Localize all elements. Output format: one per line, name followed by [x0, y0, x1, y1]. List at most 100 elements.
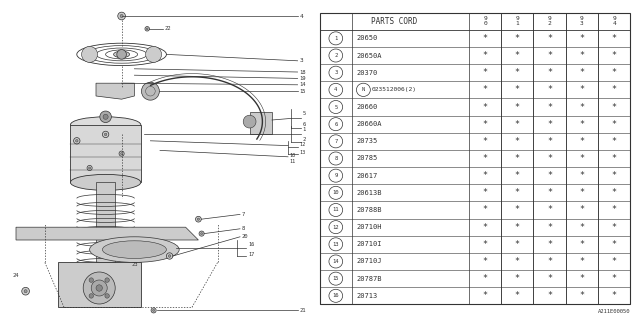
Text: 20613B: 20613B	[356, 190, 382, 196]
Ellipse shape	[70, 174, 141, 190]
Text: *: *	[547, 68, 552, 77]
Text: 7: 7	[242, 212, 245, 217]
Circle shape	[96, 285, 102, 291]
Text: 5: 5	[303, 111, 306, 116]
Text: 12: 12	[300, 141, 305, 147]
Text: 20660A: 20660A	[356, 121, 382, 127]
Circle shape	[199, 231, 204, 236]
Text: 20710H: 20710H	[356, 224, 382, 230]
Bar	[58, 262, 141, 307]
Text: 10: 10	[290, 153, 296, 158]
Text: 15: 15	[333, 276, 339, 281]
Circle shape	[197, 218, 200, 220]
Text: *: *	[483, 68, 488, 77]
Text: *: *	[612, 291, 617, 300]
Text: 14: 14	[333, 259, 339, 264]
Text: *: *	[579, 68, 584, 77]
Text: *: *	[483, 274, 488, 283]
Text: 2: 2	[334, 53, 337, 58]
Circle shape	[24, 290, 27, 293]
Text: 20: 20	[242, 234, 248, 239]
Text: *: *	[547, 240, 552, 249]
Text: 20787B: 20787B	[356, 276, 382, 282]
Text: 6: 6	[303, 122, 306, 127]
Text: *: *	[612, 34, 617, 43]
Circle shape	[196, 216, 201, 222]
Circle shape	[105, 294, 109, 298]
Text: *: *	[547, 291, 552, 300]
Text: 6: 6	[334, 122, 337, 127]
Circle shape	[105, 278, 109, 282]
Text: 20710J: 20710J	[356, 259, 382, 264]
Text: *: *	[547, 102, 552, 111]
Text: 20617: 20617	[356, 173, 378, 179]
Text: 20660: 20660	[356, 104, 378, 110]
Text: *: *	[483, 205, 488, 214]
Text: *: *	[612, 137, 617, 146]
Text: *: *	[483, 291, 488, 300]
Text: *: *	[483, 120, 488, 129]
Text: *: *	[483, 154, 488, 163]
Text: *: *	[483, 257, 488, 266]
Text: 023512006(2): 023512006(2)	[372, 87, 417, 92]
Text: 21: 21	[300, 308, 306, 313]
Text: 14: 14	[300, 82, 306, 87]
Circle shape	[243, 115, 256, 128]
Circle shape	[103, 114, 108, 119]
Text: 4: 4	[334, 87, 337, 92]
Text: 8: 8	[334, 156, 337, 161]
Circle shape	[76, 140, 78, 142]
Text: 16: 16	[248, 242, 254, 247]
Text: *: *	[612, 154, 617, 163]
Text: *: *	[515, 68, 520, 77]
Text: *: *	[483, 137, 488, 146]
Text: *: *	[515, 154, 520, 163]
Text: *: *	[612, 68, 617, 77]
Circle shape	[120, 153, 123, 155]
Circle shape	[200, 233, 203, 235]
Circle shape	[87, 165, 92, 171]
Text: 20785: 20785	[356, 156, 378, 162]
Text: *: *	[515, 137, 520, 146]
Text: *: *	[579, 291, 584, 300]
Text: *: *	[579, 240, 584, 249]
Text: *: *	[547, 171, 552, 180]
Text: *: *	[483, 171, 488, 180]
Text: 13: 13	[333, 242, 339, 247]
Text: *: *	[515, 257, 520, 266]
Circle shape	[117, 50, 127, 59]
Text: *: *	[483, 85, 488, 94]
Text: *: *	[579, 257, 584, 266]
Text: *: *	[612, 257, 617, 266]
Text: 10: 10	[333, 190, 339, 195]
Text: 9: 9	[334, 173, 337, 178]
Text: *: *	[612, 205, 617, 214]
Circle shape	[118, 12, 125, 20]
Circle shape	[168, 255, 171, 257]
Text: *: *	[483, 34, 488, 43]
Circle shape	[74, 138, 80, 144]
Text: PARTS CORD: PARTS CORD	[371, 17, 417, 26]
Text: *: *	[515, 240, 520, 249]
Circle shape	[145, 27, 150, 31]
Text: *: *	[579, 137, 584, 146]
Text: 20713: 20713	[356, 293, 378, 299]
Text: *: *	[579, 120, 584, 129]
Text: *: *	[515, 120, 520, 129]
Text: *: *	[547, 120, 552, 129]
Text: *: *	[579, 188, 584, 197]
Text: 4: 4	[300, 13, 303, 19]
Text: A211E00050: A211E00050	[598, 309, 630, 314]
Polygon shape	[16, 227, 198, 240]
Text: 20650: 20650	[356, 35, 378, 41]
Text: *: *	[483, 188, 488, 197]
Text: *: *	[515, 188, 520, 197]
Text: *: *	[547, 223, 552, 232]
Circle shape	[22, 287, 29, 295]
Text: *: *	[515, 274, 520, 283]
Circle shape	[147, 28, 148, 30]
Text: *: *	[515, 291, 520, 300]
Text: 20735: 20735	[356, 138, 378, 144]
Circle shape	[141, 82, 159, 100]
Text: *: *	[483, 102, 488, 111]
